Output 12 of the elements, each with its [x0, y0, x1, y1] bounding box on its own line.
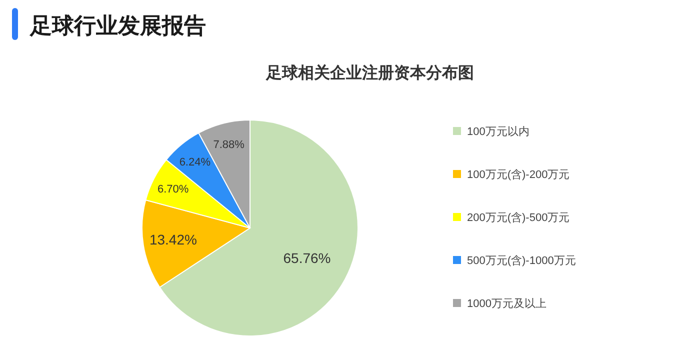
data-label: 6.70% — [157, 184, 189, 196]
legend-label: 500万元(含)-1000万元 — [467, 254, 576, 267]
chart-title: 足球相关企业注册资本分布图 — [265, 64, 474, 82]
data-label: 13.42% — [149, 231, 197, 248]
legend-label: 200万元(含)-500万元 — [467, 211, 570, 224]
data-label: 7.88% — [213, 139, 245, 152]
text: 足球行业发展报告 — [29, 13, 206, 38]
legend-label: 100万元(含)-200万元 — [467, 168, 570, 181]
data-label: 65.76% — [283, 250, 331, 266]
legend-label: 100万元以内 — [467, 125, 530, 138]
legend-label: 1000万元及以上 — [467, 297, 546, 310]
data-label: 6.24% — [179, 156, 211, 168]
